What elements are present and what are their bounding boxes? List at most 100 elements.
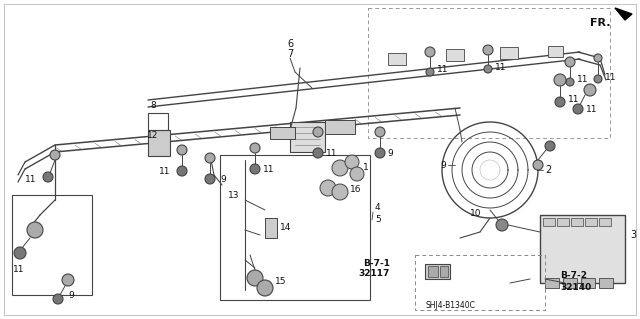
Text: 2: 2 [545,165,551,175]
Text: 11: 11 [263,165,275,174]
Bar [500,47,518,59]
Circle shape [426,68,434,76]
Bar [265,218,277,238]
Circle shape [205,174,215,184]
Text: 5: 5 [375,216,381,225]
Circle shape [43,172,53,182]
Circle shape [205,153,215,163]
Text: 14: 14 [280,224,291,233]
Circle shape [566,78,574,86]
Text: 11: 11 [495,63,506,71]
Bar [270,127,295,139]
Bar [599,218,611,226]
Circle shape [250,143,260,153]
Text: 11: 11 [13,265,24,275]
Circle shape [483,45,493,55]
Text: 12: 12 [147,131,159,140]
Bar [148,130,170,156]
Bar [12,195,92,295]
Text: 4: 4 [375,204,381,212]
Bar [388,53,406,65]
Bar [571,218,583,226]
Circle shape [247,270,263,286]
Circle shape [313,148,323,158]
Text: 3: 3 [630,230,636,240]
Bar [545,278,559,288]
Bar [585,218,597,226]
Circle shape [584,84,596,96]
Bar [428,266,438,277]
Circle shape [484,65,492,73]
Circle shape [50,150,60,160]
Text: 8: 8 [150,101,156,110]
Text: 16: 16 [350,186,362,195]
Text: 11: 11 [437,65,449,75]
Circle shape [177,166,187,176]
Circle shape [573,104,583,114]
Text: 13: 13 [228,190,239,199]
Text: 6: 6 [287,39,293,49]
Text: 7: 7 [287,49,293,59]
Text: 11: 11 [605,72,616,81]
Text: 9: 9 [220,174,226,183]
Text: SHJ4-B1340C: SHJ4-B1340C [425,300,475,309]
Circle shape [565,57,575,67]
Circle shape [425,47,435,57]
Bar [148,113,168,130]
Bar [440,266,448,277]
Text: 1: 1 [363,164,369,173]
Text: 9: 9 [68,291,74,300]
Text: B-7-1: B-7-1 [363,258,390,268]
Text: B-7-2: B-7-2 [560,271,587,279]
Circle shape [496,219,508,231]
Circle shape [27,222,43,238]
Circle shape [14,247,26,259]
Circle shape [375,148,385,158]
Text: 11: 11 [577,76,589,85]
Text: 9: 9 [440,160,445,169]
Circle shape [250,164,260,174]
Circle shape [332,160,348,176]
Bar [599,278,613,288]
Text: 11: 11 [586,106,598,115]
Bar [415,255,545,310]
Text: 11: 11 [568,95,579,105]
Circle shape [320,180,336,196]
Circle shape [313,127,323,137]
Bar [368,8,610,138]
Text: 11: 11 [326,149,337,158]
Circle shape [62,274,74,286]
Text: 9: 9 [387,149,393,158]
Polygon shape [615,8,632,20]
Text: FR.: FR. [590,18,611,28]
Circle shape [53,294,63,304]
Circle shape [350,167,364,181]
Bar [325,120,355,134]
Circle shape [332,184,348,200]
Circle shape [257,280,273,296]
Bar [543,218,555,226]
Bar [581,278,595,288]
Bar [548,46,563,57]
Bar [425,264,450,279]
Circle shape [345,155,359,169]
Circle shape [594,54,602,62]
Bar [290,122,325,152]
Text: 15: 15 [275,278,287,286]
Bar [563,278,577,288]
Text: 32117: 32117 [358,270,390,278]
Circle shape [594,75,602,83]
Text: 11: 11 [159,167,170,175]
Text: 32140: 32140 [560,283,591,292]
Bar [220,155,370,300]
Circle shape [177,145,187,155]
Circle shape [545,141,555,151]
Circle shape [533,160,543,170]
Bar [446,49,464,61]
Bar [557,218,569,226]
Circle shape [555,97,565,107]
Text: 11: 11 [24,175,36,184]
Bar [540,215,625,283]
Circle shape [375,127,385,137]
Text: 10: 10 [470,209,481,218]
